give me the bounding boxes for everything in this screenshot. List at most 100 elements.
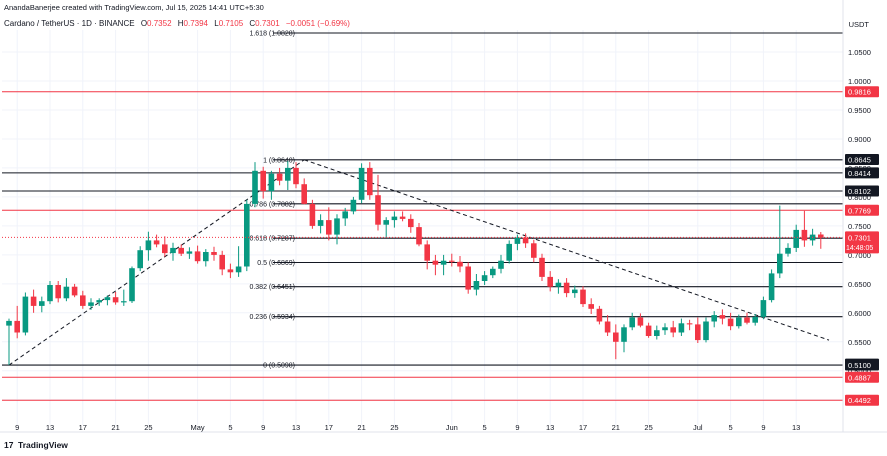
candle-body-up xyxy=(506,243,512,261)
last-price-badge: 0.7301 xyxy=(848,233,871,242)
candle-body-up xyxy=(473,281,480,290)
candle-body-down xyxy=(744,317,750,323)
ohlc-high-value: 0.7394 xyxy=(183,19,208,28)
candle-body-down xyxy=(531,243,537,258)
candle-body-up xyxy=(514,237,521,244)
candle-body-up xyxy=(481,275,488,281)
fib-level-label: 0.236 (0.5934) xyxy=(249,314,295,321)
candle-body-up xyxy=(104,297,111,301)
candle-body-up xyxy=(793,229,799,248)
time-tick-label: 21 xyxy=(357,423,365,432)
candle-body-down xyxy=(818,234,824,238)
price-badge-bg xyxy=(845,371,879,383)
time-tick-label: 17 xyxy=(325,423,333,432)
candle-body-down xyxy=(424,244,430,261)
price-badge: 0.4492 xyxy=(848,396,871,405)
price-tick-label: 1.0000 xyxy=(848,77,871,86)
trendlines-layer[interactable] xyxy=(8,159,830,366)
price-tick-label: 0.8000 xyxy=(848,193,871,202)
candle-body-down xyxy=(30,296,37,306)
ohlc-low-label: L xyxy=(214,19,219,28)
candle-body-up xyxy=(63,286,70,299)
candle-body-up xyxy=(383,220,389,225)
symbol-legend[interactable]: Cardano / TetherUS · 1D · BINANCE O0.735… xyxy=(4,19,350,28)
candle-body-down xyxy=(432,260,439,265)
time-tick-label: 13 xyxy=(292,423,300,432)
candle-body-up xyxy=(440,260,447,265)
candle-body-down xyxy=(801,229,808,241)
candle-body-down xyxy=(55,285,61,299)
symbol-title[interactable]: Cardano / TetherUS · 1D · BINANCE xyxy=(4,19,135,28)
candle-body-up xyxy=(621,327,627,342)
candle-body-down xyxy=(416,227,422,245)
price-tick-label: 0.5000 xyxy=(848,367,871,376)
candle-body-down xyxy=(670,327,676,333)
candle-body-up xyxy=(768,273,775,301)
candle-body-up xyxy=(572,289,578,294)
candle-body-up xyxy=(342,211,348,219)
candle-body-down xyxy=(260,170,266,192)
candle-body-down xyxy=(604,321,611,333)
time-tick-label: 13 xyxy=(46,423,54,432)
price-tick-label: 1.0500 xyxy=(848,48,871,57)
candle-body-down xyxy=(276,173,283,181)
price-tick-label: 0.6500 xyxy=(848,280,871,289)
candle-body-down xyxy=(194,251,201,262)
candle-body-down xyxy=(14,320,20,333)
candle-body-up xyxy=(777,253,783,274)
horizontal-lines-layer xyxy=(2,91,843,401)
candle-body-up xyxy=(47,285,53,302)
candle-body-up xyxy=(752,316,758,323)
fib-level-label: 0 (0.5098) xyxy=(263,363,295,370)
candle-body-up xyxy=(760,300,767,317)
time-axis[interactable]: 9 13 17 21 25 May 5 9 13 17 21 25 Jun 5 9 13 17 21 25 Jul 5 9… xyxy=(15,423,800,432)
candle-body-down xyxy=(293,167,299,185)
price-axis[interactable]: 1.05001.00000.95000.90000.85000.80000.75… xyxy=(848,48,871,405)
candle-body-up xyxy=(490,268,496,276)
candle-body-down xyxy=(367,167,373,196)
candle-body-down xyxy=(580,289,586,305)
time-tick-label: 9 xyxy=(261,423,265,432)
candle-body-down xyxy=(211,252,217,255)
candle-body-down xyxy=(727,318,734,327)
candle-body-down xyxy=(539,257,545,277)
fib-level-label: 0.5 (0.6869) xyxy=(257,260,295,267)
time-tick-label: 13 xyxy=(792,423,800,432)
price-badge-bg xyxy=(845,154,879,165)
tradingview-logo-icon: 17 xyxy=(4,440,14,450)
price-badge-bg xyxy=(845,204,879,216)
fibonacci-retracement[interactable]: 1.618 (1.0828) 1 (0.8640) 0.786 (0.7882) 0.… xyxy=(2,31,843,370)
candle-body-down xyxy=(153,240,160,245)
time-tick-label: 25 xyxy=(644,423,652,432)
candle-body-up xyxy=(785,247,791,254)
price-axis-labels: 0.98160.86450.84140.81020.77690.51160.51… xyxy=(845,86,879,406)
currency-label[interactable]: USDT xyxy=(848,20,869,29)
candle-body-up xyxy=(703,321,709,341)
time-tick-label: 9 xyxy=(761,423,765,432)
candle-body-up xyxy=(203,252,209,262)
candle-body-down xyxy=(613,332,619,342)
grid-layer xyxy=(2,30,843,425)
time-tick-label: 5 xyxy=(483,423,487,432)
candle-body-up xyxy=(358,167,365,200)
candle-body-down xyxy=(408,218,414,228)
candle-body-up xyxy=(39,301,45,306)
candle-body-up xyxy=(88,302,94,306)
candle-body-down xyxy=(637,317,644,326)
candle-body-up xyxy=(285,167,291,181)
candle-body-up xyxy=(96,300,102,303)
candle-body-up xyxy=(170,247,176,254)
candle-body-down xyxy=(465,266,471,290)
ohlc-high-label: H xyxy=(177,19,184,28)
bar-countdown: 14:48:05 xyxy=(846,245,873,252)
fib-level-label: 1 (0.8640) xyxy=(263,157,295,164)
candle-body-up xyxy=(22,296,29,333)
trendline-dashed xyxy=(8,159,305,366)
candle-body-down xyxy=(80,295,86,306)
candle-body-down xyxy=(301,184,307,204)
candle-body-down xyxy=(375,195,381,225)
tradingview-logo[interactable]: 17 TradingView xyxy=(4,440,68,450)
candle-body-up xyxy=(662,327,668,331)
trendline-dashed xyxy=(304,159,830,341)
